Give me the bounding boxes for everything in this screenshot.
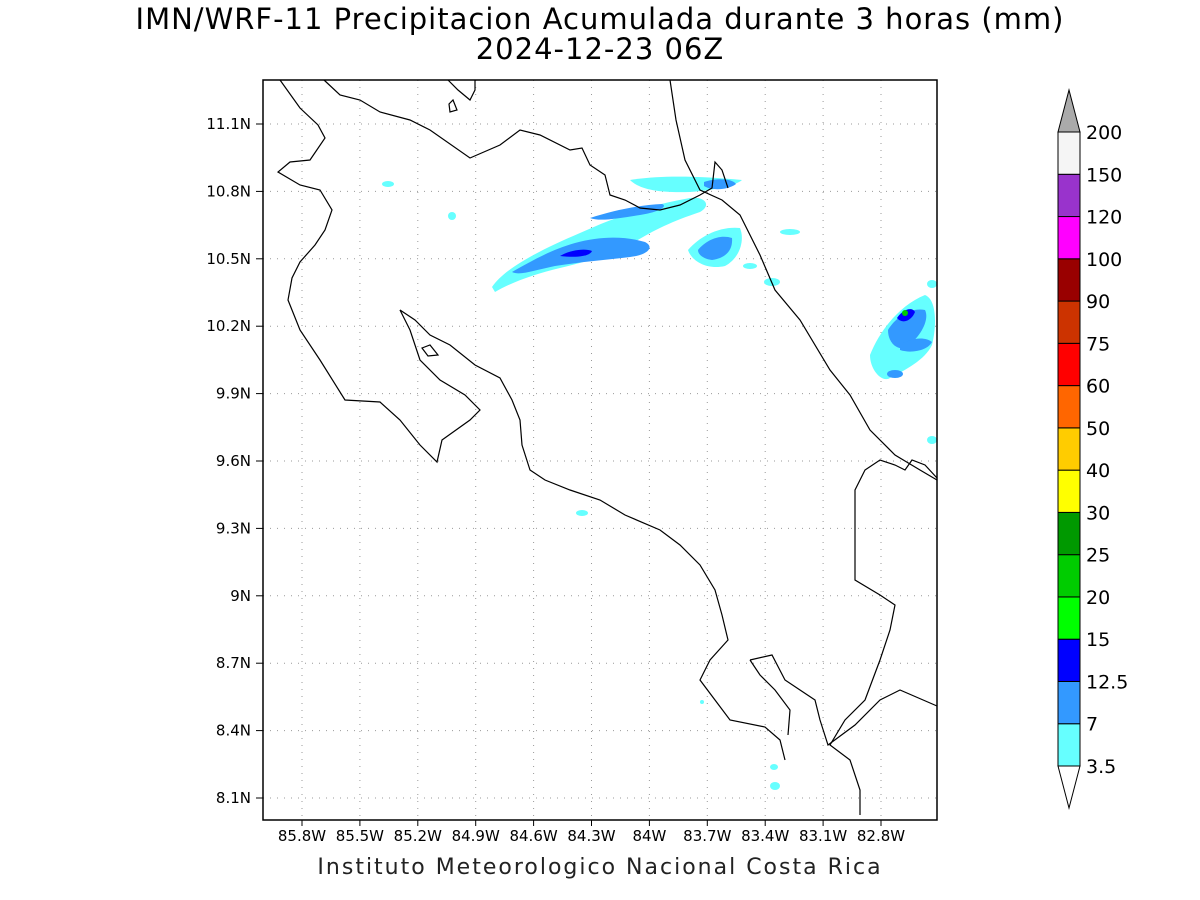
coastlines [276,79,938,815]
lon-tick-label: 85.5W [336,827,384,845]
colorbar-label: 150 [1086,164,1122,186]
lon-tick-label: 85.2W [394,827,442,845]
latitude-labels: 11.1N 10.8N 10.5N 10.2N 9.9N 9.6N 9.3N 9N 8.7N 8.… [206,115,251,807]
colorbar-swatch [1057,427,1081,471]
colorbar-label: 20 [1086,587,1110,609]
colorbar-label: 12.5 [1086,671,1128,693]
colorbar-label: 60 [1086,376,1110,398]
lake-nicaragua-shore [447,79,476,101]
colorbar-lower-arrow [1057,765,1081,810]
lon-tick-label: 84W [632,827,666,845]
precip-speck-2 [448,212,456,220]
lake-island [448,98,458,113]
precipitation-field [382,176,937,790]
precip-core-north [560,249,592,257]
lon-tick-label: 85.8W [278,827,326,845]
colorbar-swatch [1057,680,1081,725]
colorbar-swatch [1057,258,1081,302]
colorbar-label: 3.5 [1086,756,1116,778]
precip-core-east-peak [902,310,908,316]
lon-tick-label: 84.6W [509,827,557,845]
colorbar-label: 100 [1086,249,1122,271]
caribbean-coast [669,79,938,481]
precip-speck-6 [887,370,903,378]
colorbar-label: 7 [1086,714,1098,736]
lat-tick-label: 10.2N [206,317,251,335]
lat-tick-label: 10.5N [206,250,251,268]
osa-peninsula [749,659,791,736]
map-subtitle: 2024-12-23 06Z [475,32,725,66]
colorbar-swatch [1057,216,1081,260]
precip-speck-11 [770,764,778,770]
pacific-coast-central [399,309,786,761]
colorbar-label: 75 [1086,333,1110,355]
lat-tick-label: 8.1N [216,789,251,807]
lon-tick-label: 83.7W [683,827,731,845]
nicaragua-border [323,79,729,211]
precip-speck-7 [927,436,937,444]
lat-tick-label: 8.4N [216,722,251,740]
colorbar-label: 25 [1086,545,1110,567]
lon-tick-label: 84.9W [452,827,500,845]
map-frame [262,79,938,821]
longitude-labels: 85.8W 85.5W 85.2W 84.9W 84.6W 84.3W 84W 83.7W 83… [278,827,905,845]
precip-patch-east-medium [888,309,927,349]
colorbar-swatch [1057,300,1081,344]
precip-speck-8 [927,280,937,288]
lon-tick-label: 83.1W [799,827,847,845]
colorbar-label: 40 [1086,460,1110,482]
lon-tick-label: 82.8W [857,827,905,845]
precip-speck-5 [743,263,757,269]
lat-tick-label: 8.7N [216,654,251,672]
precip-streak-north [590,204,664,220]
precip-patch-central-medium [698,236,733,260]
precip-speck-12 [700,700,704,704]
lat-tick-label: 9N [230,587,251,605]
colorbar-label: 90 [1086,291,1110,313]
lat-tick-label: 9.9N [216,385,251,403]
pacific-coast-south [749,654,938,746]
colorbar-upper-arrow [1057,88,1081,133]
lon-tick-label: 84.3W [567,827,615,845]
colorbar-swatch [1057,342,1081,387]
colorbar-swatch [1057,596,1081,640]
map-title: IMN/WRF-11 Precipitacion Acumulada duran… [135,2,1065,36]
colorbar-swatch [1057,173,1081,218]
precip-speck-3 [780,229,800,235]
colorbar: 3.5 7 12.5 15 20 25 30 40 50 60 75 90 100 120 150 200 [1057,88,1128,810]
lat-tick-label: 9.3N [216,519,251,537]
lat-tick-label: 10.8N [206,182,251,200]
colorbar-label: 50 [1086,418,1110,440]
panama-border [829,459,938,815]
lat-tick-label: 11.1N [206,115,251,133]
colorbar-swatch [1057,638,1081,682]
lon-tick-label: 83.4W [741,827,789,845]
colorbar-label: 15 [1086,629,1110,651]
colorbar-swatch [1057,469,1081,513]
colorbar-label: 120 [1086,207,1122,229]
colorbar-swatch [1057,385,1081,429]
colorbar-swatch [1057,131,1081,175]
colorbar-label: 200 [1086,122,1122,144]
pacific-coast-nicoya [276,79,481,464]
precip-speck-10 [770,782,780,790]
colorbar-label: 30 [1086,502,1110,524]
colorbar-swatch [1057,723,1081,767]
colorbar-swatch [1057,554,1081,598]
gulf-of-nicoya-island [421,344,440,357]
precip-speck-9 [576,510,588,516]
precip-speck-1 [382,181,394,187]
grid-lines [256,80,937,826]
precip-patch-east-lower [900,338,932,352]
colorbar-swatch [1057,511,1081,556]
institution-footer: Instituto Meteorologico Nacional Costa R… [317,855,883,880]
lat-tick-label: 9.6N [216,452,251,470]
